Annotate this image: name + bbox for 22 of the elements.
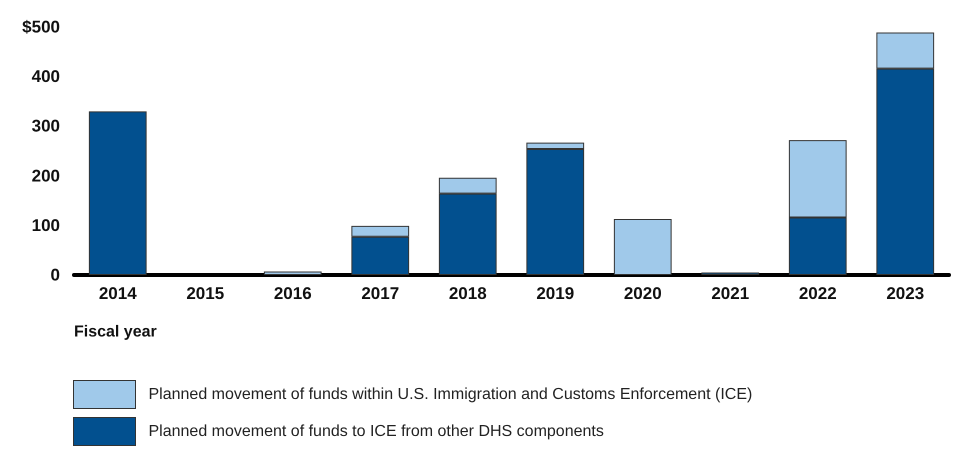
x-tick-label: 2020	[624, 284, 662, 303]
y-tick-label: 0	[50, 266, 60, 284]
x-tick-label: 2021	[711, 284, 750, 303]
x-tick-label: 2017	[361, 284, 400, 303]
y-tick-label: 300	[32, 116, 60, 136]
x-tick-label: 2016	[274, 284, 312, 303]
bar	[264, 272, 322, 275]
x-tick-label: 2015	[186, 284, 224, 303]
bar	[88, 111, 147, 275]
x-tick-label: 2023	[886, 284, 924, 303]
x-tick-label: 2022	[798, 284, 837, 303]
y-tick-label: 200	[32, 166, 60, 186]
x-tick-label: 2019	[536, 284, 574, 303]
bar	[614, 218, 672, 275]
x-tick-label: 2014	[98, 284, 138, 303]
legend-label: Planned movement of funds within U.S. Immigration and Customs Enforcement (ICE)	[148, 386, 752, 403]
y-tick-label: $500	[22, 18, 60, 36]
x-tick-label: 2018	[448, 284, 487, 303]
y-tick-label: 400	[32, 67, 60, 86]
x-axis-title: Fiscal year	[74, 324, 157, 340]
legend-label: Planned movement of funds to ICE from other DHS components	[148, 423, 604, 440]
y-tick-label: 100	[32, 216, 60, 235]
